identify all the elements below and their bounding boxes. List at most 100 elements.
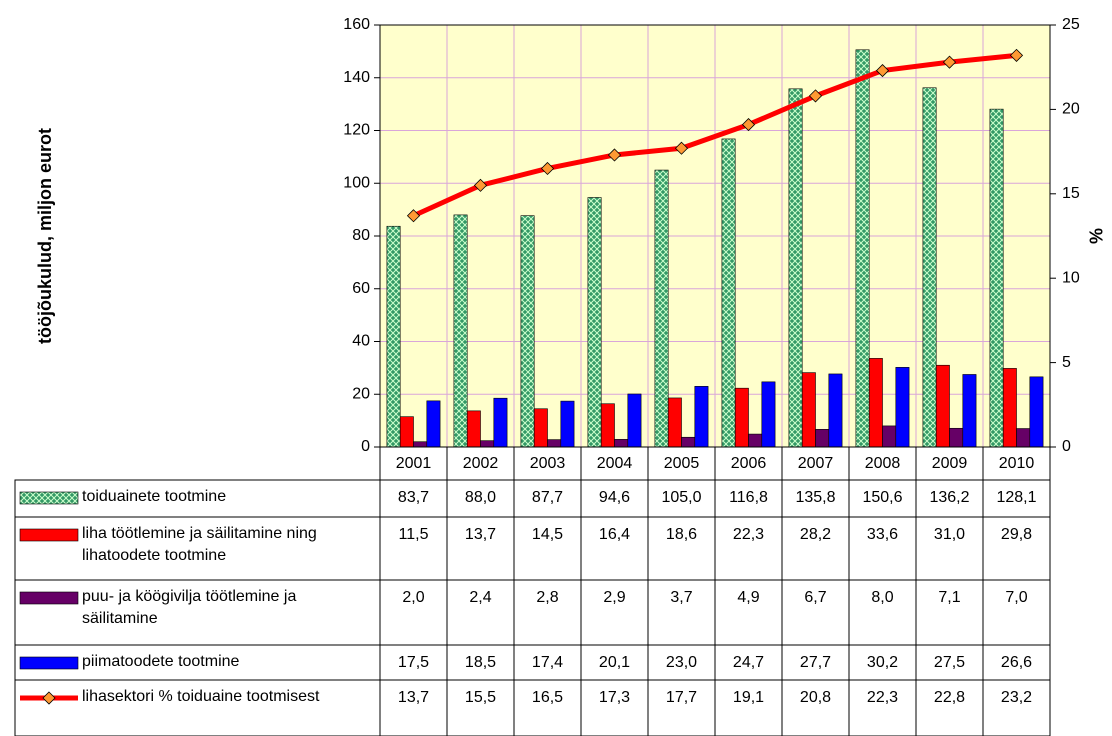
- table-value: 150,6: [862, 489, 902, 506]
- table-value: 116,8: [729, 489, 768, 506]
- table-value: 13,7: [398, 689, 429, 706]
- bar: [694, 386, 709, 448]
- line-marker: [1009, 48, 1024, 62]
- table-value: 2,0: [402, 589, 424, 606]
- legend-key: [19, 528, 79, 542]
- table-value: 11,5: [399, 526, 429, 543]
- bar: [386, 225, 401, 448]
- bar: [681, 436, 696, 448]
- y-tick-label: 20: [352, 385, 370, 402]
- y-axis-title: tööjõukulud, miljon eurot: [35, 128, 55, 344]
- bar: [600, 403, 615, 448]
- table-value: 83,7: [398, 489, 429, 506]
- bar: [721, 138, 736, 448]
- table-value: 17,5: [398, 654, 429, 671]
- bar: [587, 197, 602, 448]
- bar: [520, 215, 535, 448]
- table-value: 16,5: [532, 689, 563, 706]
- legend-label: liha töötlemine ja säilitamine ning liha…: [82, 525, 317, 564]
- line-marker: [875, 64, 890, 78]
- table-value: 20,8: [800, 689, 831, 706]
- bar: [1002, 368, 1017, 448]
- legend-key: [19, 656, 79, 670]
- bar: [949, 427, 964, 448]
- y-tick-label: 40: [352, 333, 370, 350]
- table-value: 24,7: [733, 654, 764, 671]
- table-value: 22,8: [934, 689, 965, 706]
- bar: [560, 400, 575, 448]
- y2-tick-label: 20: [1062, 101, 1080, 118]
- legend-label: lihasektori % toiduaine tootmisest: [82, 688, 320, 705]
- table-value: 87,7: [532, 489, 563, 506]
- legend-label: piimatoodete tootmine: [82, 653, 240, 670]
- table-value: 7,1: [938, 589, 960, 606]
- bar: [882, 425, 897, 448]
- legend-key: [19, 491, 79, 505]
- table-value: 26,6: [1001, 654, 1032, 671]
- y2-tick-label: 10: [1062, 269, 1080, 286]
- legend-key: [19, 591, 79, 605]
- table-value: 135,8: [795, 489, 835, 506]
- x-tick-label: 2008: [865, 455, 901, 472]
- y-tick-label: 0: [361, 438, 370, 455]
- table-value: 105,0: [661, 489, 701, 506]
- bar: [466, 410, 481, 448]
- table-value: 23,2: [1001, 689, 1032, 706]
- y-tick-label: 60: [352, 280, 370, 297]
- table-value: 2,8: [536, 589, 558, 606]
- bar: [533, 408, 548, 448]
- bar: [1016, 428, 1031, 448]
- table-value: 33,6: [867, 526, 898, 543]
- bar: [614, 439, 629, 448]
- table-cell: [982, 679, 1051, 736]
- bar: [667, 397, 682, 448]
- table-value: 18,5: [465, 654, 496, 671]
- table-value: 2,4: [469, 589, 491, 606]
- x-tick-label: 2004: [597, 455, 633, 472]
- table-value: 18,6: [666, 526, 697, 543]
- x-tick-label: 2002: [463, 455, 499, 472]
- bar: [493, 397, 508, 448]
- bar: [895, 367, 910, 448]
- bar: [788, 88, 803, 448]
- x-tick-label: 2009: [932, 455, 968, 472]
- table-value: 19,1: [733, 689, 764, 706]
- x-tick-label: 2001: [396, 455, 432, 472]
- table-value: 88,0: [465, 489, 496, 506]
- x-tick-label: 2003: [530, 455, 566, 472]
- bar: [828, 373, 843, 448]
- bar: [868, 358, 883, 448]
- y2-axis-title: %: [1085, 228, 1105, 244]
- table-value: 15,5: [465, 689, 496, 706]
- table-value: 16,4: [599, 526, 630, 543]
- table-value: 3,7: [670, 589, 692, 606]
- table-value: 28,2: [800, 526, 831, 543]
- y-tick-label: 160: [343, 16, 370, 33]
- y-tick-label: 140: [343, 69, 370, 86]
- table-value: 17,4: [532, 654, 563, 671]
- table-value: 94,6: [599, 489, 630, 506]
- bar: [734, 387, 749, 448]
- line-marker: [674, 141, 689, 155]
- table-value: 20,1: [599, 654, 630, 671]
- bar: [922, 87, 937, 448]
- y2-tick-label: 15: [1062, 185, 1080, 202]
- line-marker: [741, 118, 756, 132]
- table-value: 22,3: [733, 526, 764, 543]
- line-marker: [406, 209, 421, 223]
- table-value: 30,2: [867, 654, 898, 671]
- line-marker: [473, 178, 488, 192]
- bar: [962, 374, 977, 448]
- table-value: 27,5: [934, 654, 965, 671]
- y2-tick-label: 0: [1062, 438, 1071, 455]
- table-value: 7,0: [1005, 589, 1027, 606]
- legend-label: puu- ja köögivilja töötlemine ja säilita…: [82, 588, 297, 627]
- y-tick-label: 80: [352, 227, 370, 244]
- bar: [761, 381, 776, 448]
- bar: [935, 364, 950, 448]
- bar: [855, 49, 870, 448]
- bar: [413, 441, 428, 448]
- table-value: 2,9: [603, 589, 625, 606]
- table-value: 136,2: [929, 489, 969, 506]
